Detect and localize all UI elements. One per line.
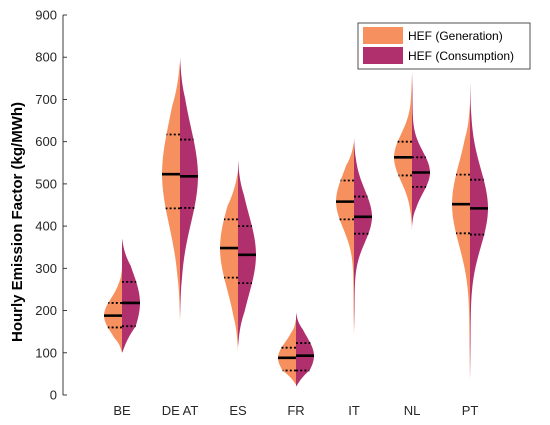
x-tick-label-es: ES [229,403,247,418]
violin-pt-left [452,103,470,381]
y-axis: 0 100 200 300 400 500 600 700 800 900 [35,8,67,403]
y-axis-label: Hourly Emission Factor (kg/MWh) [9,102,26,342]
y-tick-label: 400 [35,219,57,234]
violin-de-at-right [180,57,198,319]
violin-it-left [336,141,354,336]
y-tick-label: 800 [35,50,57,65]
x-tick-label-nl: NL [404,403,421,418]
x-tick-label-de-at: DE AT [162,403,199,418]
legend: HEF (Generation) HEF (Consumption) [357,22,531,70]
legend-label-generation: HEF (Generation) [408,29,503,43]
y-tick-label: 300 [35,261,57,276]
violin-be-right [122,238,140,353]
violin-fr-left [278,319,296,385]
legend-label-consumption: HEF (Consumption) [408,49,514,63]
y-tick-label: 900 [35,8,57,23]
violin-de-at-left [162,61,180,322]
x-tick-label-it: IT [348,403,360,418]
violin-pt-right [470,82,488,379]
violin-fr-right [296,312,314,387]
x-tick-label-be: BE [113,403,131,418]
violin-nl-right [412,72,430,227]
violin-be-left [104,268,122,353]
y-tick-label: 0 [50,388,57,403]
legend-swatch-consumption [363,47,403,64]
x-tick-label-pt: PT [462,403,479,418]
x-tick-label-fr: FR [287,403,304,418]
x-axis: BE DE AT ES FR IT NL PT [113,403,478,418]
y-tick-label: 100 [35,345,57,360]
violin-es-left [220,171,238,351]
y-tick-label: 500 [35,176,57,191]
violins-layer [104,57,488,387]
quartile-lines-layer [103,133,489,372]
y-tick-label: 200 [35,303,57,318]
y-tick-label: 600 [35,134,57,149]
y-tick-label: 700 [35,92,57,107]
legend-swatch-generation [363,27,403,44]
violin-nl-left [394,74,412,231]
